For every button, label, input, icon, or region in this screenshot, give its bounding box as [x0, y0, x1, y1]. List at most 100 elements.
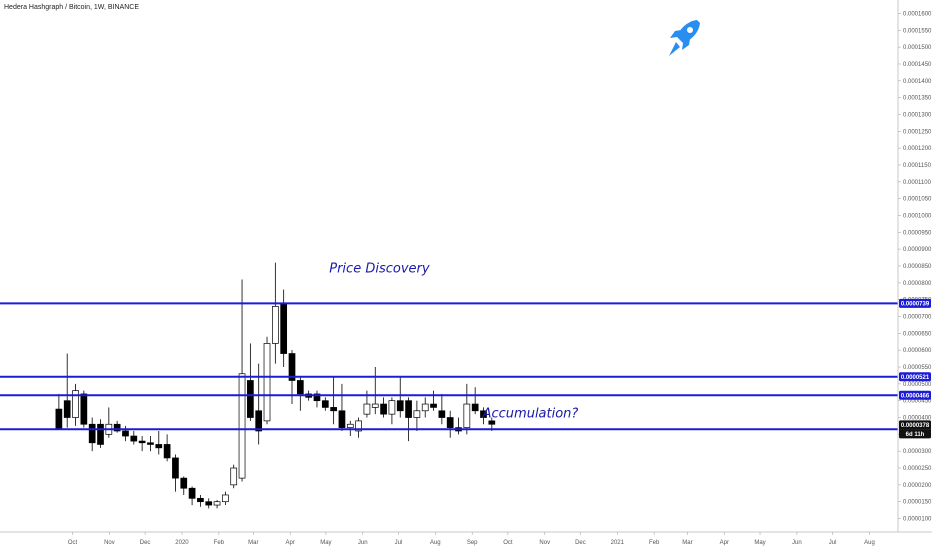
candle: [396, 377, 404, 418]
candle-body: [172, 457, 179, 479]
candle-body: [438, 410, 446, 418]
countdown-text: 6d 11h: [906, 432, 925, 438]
candle-body: [421, 403, 429, 412]
y-tick-label: 0.0000850: [903, 264, 932, 270]
candle-body: [180, 477, 188, 489]
candle-body: [247, 380, 254, 418]
candle: [455, 417, 462, 435]
candle-body: [313, 393, 321, 402]
level-price-label-text: 0.0000739: [901, 301, 930, 307]
y-tick-label: 0.0001350: [903, 96, 932, 102]
candle-body: [222, 494, 229, 503]
candle: [463, 383, 471, 435]
y-tick-label: 0.0000300: [903, 449, 932, 455]
candle: [222, 491, 229, 506]
candle: [296, 377, 304, 411]
candle: [255, 363, 263, 445]
candle: [72, 383, 79, 426]
candle-body: [97, 423, 104, 445]
x-tick-label: Mar: [682, 540, 692, 546]
candle: [271, 262, 279, 364]
countdown-bg: [899, 429, 931, 439]
x-tick-label: May: [754, 540, 765, 546]
candle: [163, 434, 171, 462]
y-tick-label: 0.0000700: [903, 315, 932, 321]
x-tick-label: 2020: [175, 540, 189, 546]
candle-body: [338, 410, 346, 428]
last-price-label-bg: [899, 420, 931, 430]
candle: [188, 486, 196, 506]
x-tick-label: Sep: [467, 540, 478, 546]
y-tick-label: 0.0000400: [903, 416, 932, 422]
price-axis[interactable]: 0.0000100 0.0000150 0.0000200 0.0000250 0.00…: [898, 11, 932, 523]
y-tick-label: 0.0000150: [903, 500, 932, 506]
x-tick-label: Dec: [140, 540, 151, 546]
price-labels: 0.00007390.00005210.00004660.00003650.00…: [899, 298, 931, 439]
x-tick-label: Jul: [395, 540, 403, 546]
candle-body: [280, 302, 288, 354]
candle: [380, 397, 387, 418]
annotation-text: Accumulation?: [482, 407, 579, 422]
candle-body: [271, 306, 279, 344]
candle: [413, 400, 421, 431]
candle: [247, 343, 254, 421]
time-axis[interactable]: Oct Nov Dec 2020 Feb Mar Apr May Jun Jul Aug Sep Oct…: [68, 532, 875, 546]
y-tick-label: 0.0001000: [903, 213, 932, 219]
candle-body: [213, 501, 221, 506]
x-tick-label: Aug: [864, 540, 875, 546]
annotations: Price Discovery Accumulation?: [329, 262, 578, 422]
annotation-text: Price Discovery: [329, 262, 430, 277]
y-tick-label: 0.0000650: [903, 331, 932, 337]
y-tick-label: 0.0001100: [903, 180, 932, 186]
candle-body: [396, 400, 404, 412]
y-tick-label: 0.0001200: [903, 146, 932, 152]
x-tick-label: 2021: [611, 540, 625, 546]
x-tick-label: Apr: [720, 540, 729, 546]
y-tick-label: 0.0001050: [903, 197, 932, 203]
x-tick-label: Oct: [503, 540, 513, 546]
candle-body: [147, 442, 154, 445]
candle: [205, 498, 213, 509]
candle-body: [413, 410, 421, 418]
candle: [113, 420, 121, 433]
candle-body: [88, 423, 96, 444]
candle: [430, 390, 437, 411]
y-tick-label: 0.0000900: [903, 247, 932, 253]
y-tick-label: 0.0001550: [903, 28, 932, 34]
y-tick-label: 0.0001250: [903, 129, 932, 135]
candle: [55, 393, 63, 430]
rocket-icon: [669, 20, 700, 56]
y-tick-label: 0.0001150: [903, 163, 932, 169]
candle: [88, 417, 96, 452]
candle: [338, 383, 346, 431]
x-tick-label: May: [320, 540, 331, 546]
y-tick-label: 0.0000600: [903, 348, 932, 354]
candle-body: [321, 400, 329, 408]
candle-body: [471, 403, 479, 412]
candle: [172, 454, 179, 492]
candle-body: [388, 400, 396, 415]
candle-body: [72, 390, 79, 418]
candle-body: [405, 400, 412, 418]
y-tick-label: 0.0000950: [903, 230, 932, 236]
y-tick-label: 0.0001450: [903, 62, 932, 68]
candle: [197, 494, 204, 507]
candle: [313, 390, 321, 408]
candle: [97, 419, 104, 448]
x-tick-label: Dec: [575, 540, 586, 546]
candle-body: [446, 417, 454, 428]
candle-body: [155, 444, 163, 449]
candle: [63, 353, 71, 428]
x-tick-label: Jul: [829, 540, 837, 546]
candle: [330, 377, 337, 425]
symbol-title: Hedera Hashgraph / Bitcoin, 1W, BINANCE: [4, 4, 140, 11]
candle-body: [138, 440, 146, 444]
candle: [122, 425, 129, 442]
candle: [480, 407, 487, 425]
x-tick-label: Feb: [214, 540, 225, 546]
candle-body: [296, 380, 304, 395]
candle: [438, 393, 446, 425]
candle-body: [80, 393, 88, 425]
countdown-label: 6d 11h: [899, 429, 931, 439]
